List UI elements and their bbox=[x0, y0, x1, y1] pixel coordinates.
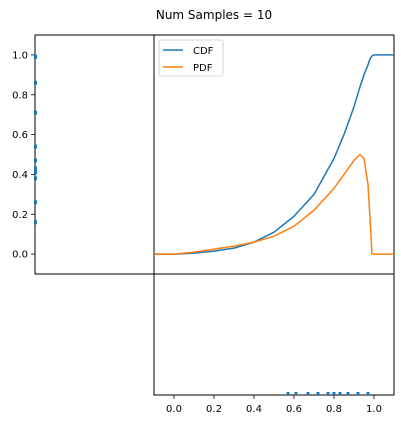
x-sample-marker bbox=[306, 392, 310, 395]
y-sample-marker bbox=[34, 220, 37, 225]
x-sample-marker bbox=[332, 392, 336, 395]
x-sample-marker bbox=[346, 392, 350, 395]
series-line-pdf bbox=[154, 153, 394, 255]
x-tick-label: 0.2 bbox=[206, 404, 222, 415]
x-sample-marker bbox=[316, 392, 320, 395]
x-tick-label: 0.0 bbox=[166, 404, 182, 415]
y-sample-marker bbox=[34, 54, 37, 59]
y-sample-marker bbox=[34, 110, 37, 115]
x-tick-label: 0.4 bbox=[246, 404, 262, 415]
x-sample-marker bbox=[356, 392, 360, 395]
series-group bbox=[154, 54, 394, 255]
x-sample-marker bbox=[338, 392, 342, 395]
y-sample-marker bbox=[34, 80, 37, 85]
x-tick-label: 0.8 bbox=[326, 404, 342, 415]
legend-label-pdf: PDF bbox=[193, 63, 213, 74]
y-tick-label: 0.0 bbox=[12, 250, 28, 261]
x-axis: 0.0 0.2 0.4 0.6 0.8 1.0 bbox=[166, 395, 382, 415]
bottom-marginal-axes: 0.0 0.2 0.4 0.6 0.8 1.0 bbox=[153, 273, 395, 415]
x-tick-label: 0.6 bbox=[286, 404, 302, 415]
bottom-marginal-frame bbox=[153, 273, 395, 396]
y-tick-label: 0.2 bbox=[12, 210, 28, 221]
y-tick-label: 1.0 bbox=[12, 50, 28, 61]
legend-label-cdf: CDF bbox=[193, 46, 214, 57]
y-axis: 0.0 0.2 0.4 0.6 0.8 1.0 bbox=[12, 50, 35, 261]
y-sample-marker bbox=[34, 166, 37, 171]
y-tick-label: 0.4 bbox=[12, 170, 28, 181]
x-sample-marker bbox=[366, 392, 370, 395]
left-marginal-frame bbox=[34, 34, 155, 275]
left-marginal-axes: 0.0 0.2 0.4 0.6 0.8 1.0 bbox=[12, 34, 155, 275]
y-sample-marker bbox=[34, 144, 37, 149]
series-line-cdf bbox=[154, 54, 394, 255]
x-sample-marker bbox=[286, 392, 290, 395]
legend: CDF PDF bbox=[158, 39, 224, 77]
x-sample-marker bbox=[294, 392, 298, 395]
y-tick-label: 0.8 bbox=[12, 90, 28, 101]
y-sample-marker bbox=[34, 200, 37, 205]
y-sample-marker bbox=[34, 170, 37, 175]
y-samples bbox=[34, 54, 37, 225]
main-axes: CDF PDF bbox=[153, 34, 395, 275]
y-sample-marker bbox=[34, 176, 37, 181]
y-sample-marker bbox=[34, 158, 37, 163]
chart-title: Num Samples = 10 bbox=[156, 8, 272, 22]
x-tick-label: 1.0 bbox=[366, 404, 382, 415]
x-samples bbox=[286, 392, 370, 395]
x-sample-marker bbox=[326, 392, 330, 395]
y-tick-label: 0.6 bbox=[12, 130, 28, 141]
